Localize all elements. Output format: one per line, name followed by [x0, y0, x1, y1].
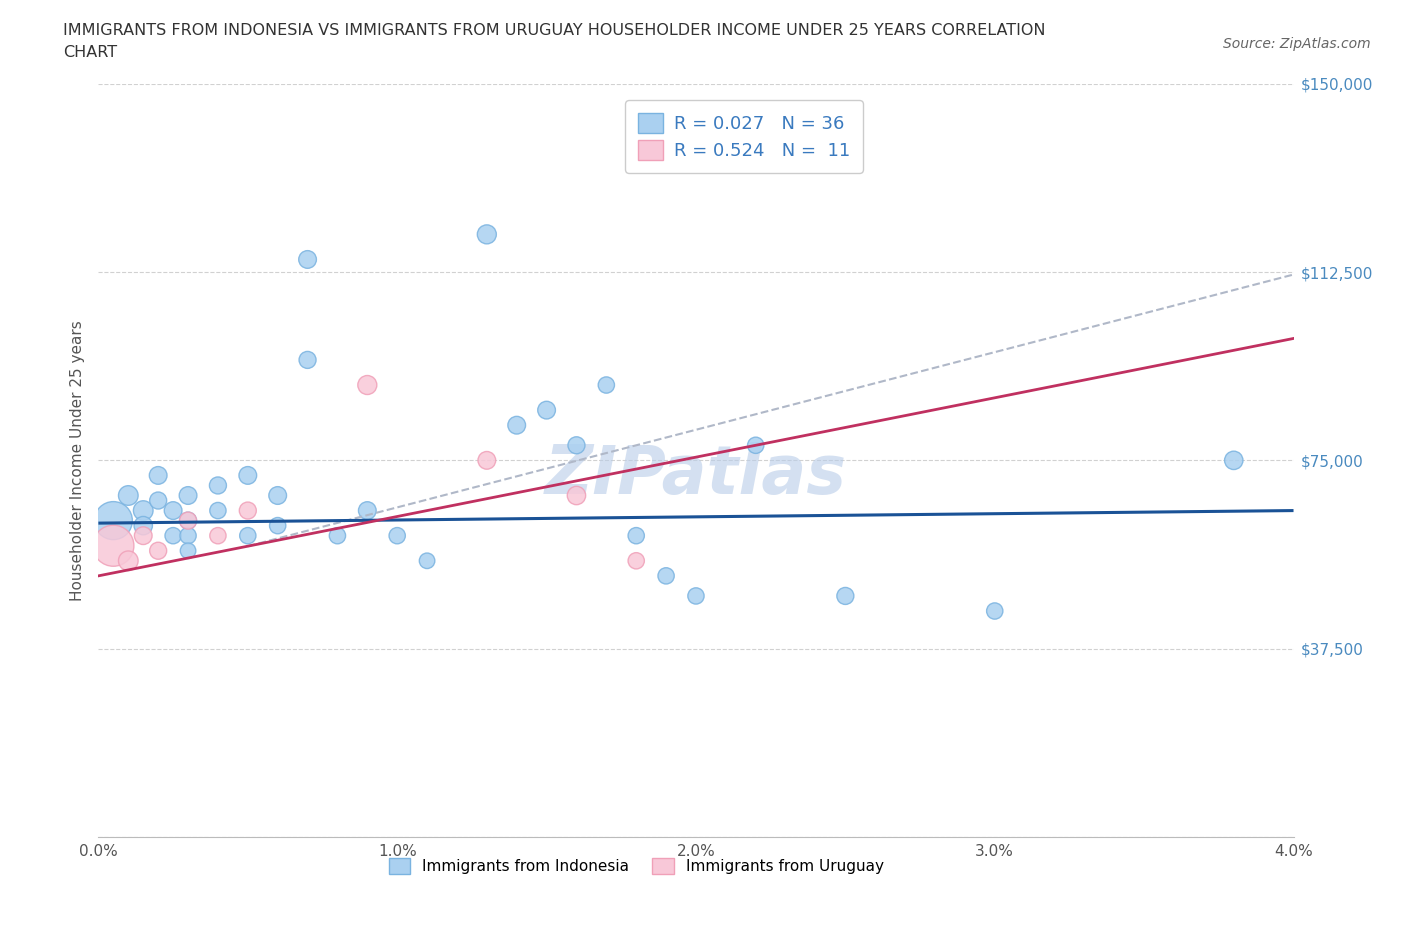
Point [177, 488, 200, 503]
Point [536, 403, 558, 418]
Point [297, 252, 319, 267]
Point [236, 528, 259, 543]
Point [177, 513, 200, 528]
Point [745, 438, 768, 453]
Point [162, 503, 184, 518]
Point [207, 503, 229, 518]
Point [326, 528, 349, 543]
Point [103, 513, 125, 528]
Point [416, 553, 439, 568]
Point [132, 528, 155, 543]
Point [356, 503, 378, 518]
Text: IMMIGRANTS FROM INDONESIA VS IMMIGRANTS FROM URUGUAY HOUSEHOLDER INCOME UNDER 25: IMMIGRANTS FROM INDONESIA VS IMMIGRANTS … [63, 23, 1046, 38]
Point [626, 553, 648, 568]
Point [834, 589, 856, 604]
Point [177, 528, 200, 543]
Text: Source: ZipAtlas.com: Source: ZipAtlas.com [1223, 37, 1371, 51]
Point [506, 418, 529, 432]
Point [655, 568, 678, 583]
Point [162, 528, 184, 543]
Point [148, 493, 170, 508]
Point [565, 438, 588, 453]
Point [984, 604, 1007, 618]
Point [475, 453, 498, 468]
Point [207, 528, 229, 543]
Point [1223, 453, 1246, 468]
Y-axis label: Householder Income Under 25 years: Householder Income Under 25 years [69, 320, 84, 601]
Point [207, 478, 229, 493]
Point [236, 468, 259, 483]
Point [626, 528, 648, 543]
Point [385, 528, 409, 543]
Point [595, 378, 617, 392]
Point [236, 503, 259, 518]
Point [132, 518, 155, 533]
Point [267, 518, 290, 533]
Point [148, 543, 170, 558]
Point [148, 468, 170, 483]
Point [297, 352, 319, 367]
Point [475, 227, 498, 242]
Point [177, 543, 200, 558]
Point [117, 488, 139, 503]
Text: CHART: CHART [63, 45, 117, 60]
Legend: Immigrants from Indonesia, Immigrants from Uruguay: Immigrants from Indonesia, Immigrants fr… [381, 851, 891, 882]
Point [267, 488, 290, 503]
Point [685, 589, 707, 604]
Point [103, 538, 125, 553]
Text: ZIPatlas: ZIPatlas [546, 443, 846, 509]
Point [117, 553, 139, 568]
Point [177, 513, 200, 528]
Point [565, 488, 588, 503]
Point [132, 503, 155, 518]
Point [356, 378, 378, 392]
